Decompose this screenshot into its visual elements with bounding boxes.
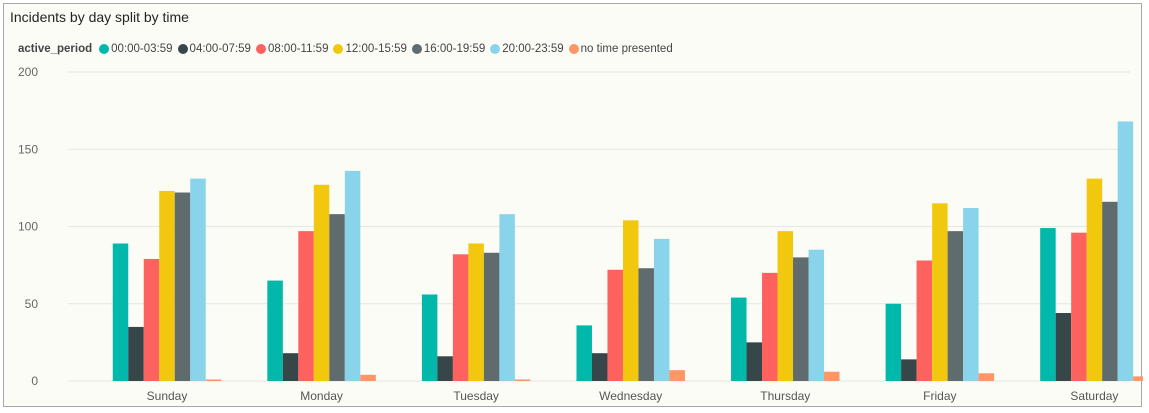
chart-title: Incidents by day split by time: [10, 9, 189, 25]
legend-item[interactable]: 16:00-19:59: [411, 43, 486, 55]
y-tick-label: 50: [25, 297, 39, 311]
legend-title: active_period: [18, 43, 93, 55]
bar[interactable]: [1117, 121, 1134, 381]
legend-label: 00:00-03:59: [111, 43, 173, 55]
bar[interactable]: [885, 303, 902, 381]
y-tick-label: 150: [18, 142, 38, 156]
bar[interactable]: [731, 297, 747, 381]
legend-item[interactable]: 00:00-03:59: [99, 43, 173, 55]
bar[interactable]: [344, 170, 361, 381]
bar[interactable]: [514, 379, 531, 381]
x-tick-label: Monday: [300, 389, 343, 403]
bar[interactable]: [1040, 228, 1056, 381]
bar[interactable]: [329, 214, 345, 381]
bar[interactable]: [653, 238, 670, 381]
legend-swatch: [490, 44, 501, 54]
bar[interactable]: [267, 280, 283, 381]
bar[interactable]: [947, 231, 964, 381]
legend-swatch: [333, 44, 344, 54]
bar[interactable]: [205, 379, 222, 381]
legend-item[interactable]: 08:00-11:59: [255, 43, 329, 55]
legend-item[interactable]: 04:00-07:59: [177, 43, 251, 55]
legend-label: 04:00-07:59: [189, 43, 251, 55]
chart-visual: Incidents by day split by time active_pe…: [3, 3, 1143, 407]
bar-chart: 0 50 100 150 200 Sunday Monday Tuesday Wednesday…: [18, 65, 1143, 403]
bar[interactable]: [1102, 201, 1118, 381]
bar[interactable]: [483, 252, 500, 381]
bar[interactable]: [1071, 232, 1087, 381]
bar[interactable]: [607, 269, 623, 381]
y-tick-label: 100: [18, 220, 38, 234]
x-tick-label: Wednesday: [599, 389, 662, 403]
bar[interactable]: [421, 294, 438, 381]
bar[interactable]: [190, 178, 206, 381]
x-tick-label: Thursday: [760, 389, 810, 403]
bar[interactable]: [1055, 313, 1072, 381]
bar[interactable]: [282, 353, 299, 381]
legend-items: 00:00-03:59 04:00-07:59 08:00-11:59 12:00-1…: [99, 43, 678, 55]
bar[interactable]: [1133, 376, 1143, 381]
x-tick-label: Sunday: [147, 389, 188, 403]
legend-label: 08:00-11:59: [267, 43, 329, 55]
legend-swatch: [568, 44, 579, 54]
bar[interactable]: [174, 192, 191, 381]
bar[interactable]: [622, 220, 639, 381]
bar[interactable]: [932, 203, 948, 381]
bar[interactable]: [452, 254, 469, 381]
bar[interactable]: [112, 243, 129, 381]
bar[interactable]: [638, 268, 654, 381]
legend-swatch: [255, 44, 266, 54]
legend-item[interactable]: no time presented: [568, 43, 673, 55]
bar[interactable]: [128, 326, 144, 381]
bar[interactable]: [360, 374, 376, 381]
legend-swatch: [177, 44, 188, 54]
x-tick-label: Saturday: [1070, 389, 1118, 403]
bar[interactable]: [437, 356, 453, 381]
bar[interactable]: [1086, 178, 1103, 381]
bar[interactable]: [576, 325, 592, 381]
legend-label: no time presented: [580, 43, 673, 55]
legend-swatch: [411, 44, 422, 54]
legend-swatch: [99, 44, 110, 54]
legend: active_period 00:00-03:59 04:00-07:59 08:0…: [18, 41, 678, 57]
bar[interactable]: [916, 260, 933, 381]
bar[interactable]: [746, 342, 763, 381]
y-tick-label: 0: [31, 374, 38, 388]
bar[interactable]: [808, 249, 825, 381]
bar[interactable]: [591, 353, 608, 381]
bar[interactable]: [963, 207, 979, 381]
bar[interactable]: [468, 243, 484, 381]
bar[interactable]: [777, 231, 794, 381]
bar[interactable]: [978, 373, 995, 381]
y-tick-label: 200: [18, 65, 38, 79]
x-tick-label: Friday: [923, 389, 956, 403]
x-tick-label: Tuesday: [453, 389, 499, 403]
bar[interactable]: [143, 258, 160, 381]
legend-label: 16:00-19:59: [423, 43, 486, 55]
bar[interactable]: [313, 184, 330, 381]
bar[interactable]: [762, 272, 778, 381]
legend-item[interactable]: 20:00-23:59: [490, 43, 564, 55]
bar[interactable]: [298, 231, 314, 381]
bar[interactable]: [824, 371, 840, 381]
bar[interactable]: [793, 257, 809, 381]
bar[interactable]: [669, 370, 685, 381]
legend-label: 12:00-15:59: [345, 43, 407, 55]
legend-label: 20:00-23:59: [502, 43, 564, 55]
bar[interactable]: [499, 214, 515, 381]
bar[interactable]: [159, 190, 175, 381]
legend-item[interactable]: 12:00-15:59: [333, 43, 407, 55]
bar[interactable]: [901, 359, 917, 381]
